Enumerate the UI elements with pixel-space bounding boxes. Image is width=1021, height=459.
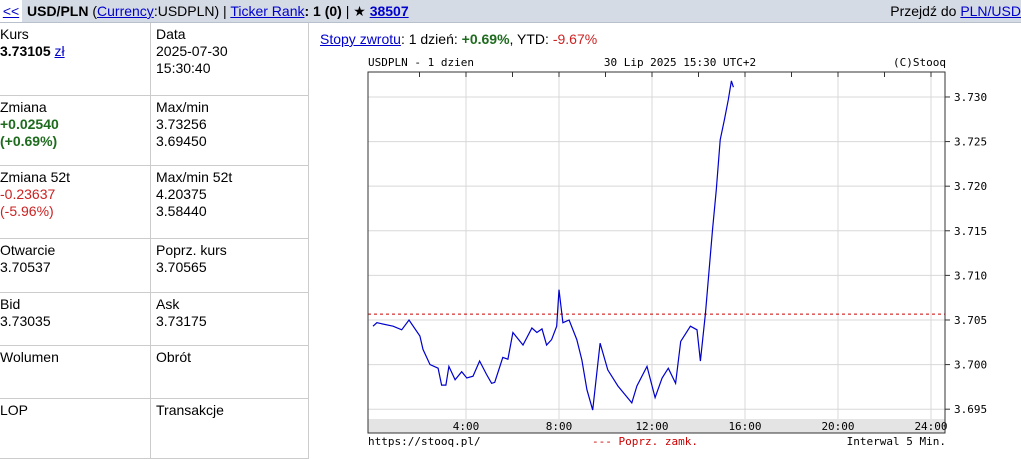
maxmin-label: Max/min	[156, 99, 209, 115]
change52-label: Zmiana 52t	[0, 169, 71, 185]
chart-title: USDPLN - 1 dzien	[368, 56, 474, 69]
returns-ytd-value: -9.67%	[552, 31, 598, 47]
star-icon: | ★	[341, 3, 370, 19]
x-tick-label: 24:00	[914, 420, 947, 433]
interval-label: Interwal 5 Min.	[847, 435, 946, 448]
ask-label: Ask	[156, 296, 180, 312]
y-tick-label: 3.695	[954, 403, 987, 416]
change-cell: Zmiana +0.02540 (+0.69%)	[0, 96, 151, 166]
change52-value: -0.23637	[0, 186, 56, 202]
y-tick-label: 3.705	[954, 314, 987, 327]
y-tick-label: 3.715	[954, 225, 987, 238]
change-pct: (+0.69%)	[0, 133, 58, 149]
turnover-cell: Obrót	[151, 346, 309, 399]
lop-label: LOP	[0, 402, 29, 418]
paren: (	[88, 3, 98, 19]
goto-pln-usd-link[interactable]: PLN/USD	[960, 3, 1021, 19]
x-tick-label: 12:00	[635, 420, 668, 433]
change52-cell: Zmiana 52t -0.23637 (-5.96%)	[0, 166, 151, 239]
kurs-value: 3.73105	[0, 43, 51, 59]
date-value: 2025-07-30	[156, 43, 228, 59]
volume-cell: Wolumen	[0, 346, 151, 399]
y-tick-label: 3.720	[954, 180, 987, 193]
max52-value: 4.20375	[156, 186, 207, 202]
kurs-cell: Kurs 3.73105 zł	[0, 23, 151, 96]
open-cell: Otwarcie 3.70537	[0, 239, 151, 293]
time-value: 15:30:40	[156, 60, 211, 76]
date-label: Data	[156, 26, 186, 42]
returns-ytd-label: , YTD:	[509, 31, 553, 47]
x-tick-label: 8:00	[546, 420, 573, 433]
maxmin52-cell: Max/min 52t 4.20375 3.58440	[151, 166, 309, 239]
y-tick-label: 3.700	[954, 359, 987, 372]
ticker-header-bar: << USD/PLN (Currency:USDPLN) | Ticker Ra…	[0, 0, 1021, 23]
returns-line: Stopy zwrotu: 1 dzień: +0.69%, YTD: -9.6…	[320, 31, 597, 47]
maxmin-cell: Max/min 3.73256 3.69450	[151, 96, 309, 166]
bid-value: 3.73035	[0, 313, 51, 329]
min-value: 3.69450	[156, 133, 207, 149]
returns-link[interactable]: Stopy zwrotu	[320, 31, 401, 47]
change-label: Zmiana	[0, 99, 47, 115]
prev-cell: Poprz. kurs 3.70565	[151, 239, 309, 293]
code: :USDPLN) |	[153, 3, 231, 19]
x-axis-band	[368, 419, 945, 433]
ticker-rank-link[interactable]: Ticker Rank	[230, 3, 305, 19]
change52-pct: (-5.96%)	[0, 203, 54, 219]
chart-copyright: (C)Stooq	[893, 56, 946, 69]
price-line	[372, 80, 734, 411]
ticker-title: USD/PLN (Currency:USDPLN) | Ticker Rank:…	[27, 0, 409, 22]
x-tick-label: 4:00	[453, 420, 480, 433]
bid-cell: Bid 3.73035	[0, 293, 151, 346]
back-link[interactable]: <<	[0, 0, 22, 22]
goto-inverse: Przejdź do PLN/USD	[890, 0, 1021, 22]
change-value: +0.02540	[0, 116, 59, 132]
open-label: Otwarcie	[0, 242, 56, 258]
goto-label: Przejdź do	[890, 3, 961, 19]
ask-value: 3.73175	[156, 313, 207, 329]
legend-prev-close: --- Poprz. zamk.	[592, 435, 698, 448]
kurs-label: Kurs	[0, 26, 29, 42]
max-value: 3.73256	[156, 116, 207, 132]
symbol: USD/PLN	[27, 3, 89, 19]
date-cell: Data 2025-07-30 15:30:40	[151, 23, 309, 96]
trades-label: Transakcje	[156, 402, 224, 418]
returns-day-value: +0.69%	[461, 31, 510, 47]
favorites-count-link[interactable]: 38507	[369, 3, 409, 19]
chart-datetime: 30 Lip 2025 15:30 UTC+2	[604, 56, 756, 69]
y-tick-label: 3.710	[954, 269, 987, 282]
x-tick-label: 16:00	[728, 420, 761, 433]
category-link[interactable]: Currency	[97, 3, 154, 19]
volume-label: Wolumen	[0, 349, 59, 365]
ask-cell: Ask 3.73175	[151, 293, 309, 346]
y-tick-label: 3.725	[954, 136, 987, 149]
open-value: 3.70537	[0, 259, 51, 275]
y-tick-label: 3.730	[954, 91, 987, 104]
prev-value: 3.70565	[156, 259, 207, 275]
currency-link[interactable]: zł	[54, 43, 65, 59]
maxmin52-label: Max/min 52t	[156, 169, 233, 185]
plot-frame	[367, 71, 946, 434]
min52-value: 3.58440	[156, 203, 207, 219]
footer-url: https://stooq.pl/	[368, 435, 481, 448]
prev-label: Poprz. kurs	[156, 242, 227, 258]
turnover-label: Obrót	[156, 349, 192, 365]
x-tick-label: 20:00	[821, 420, 854, 433]
returns-day-label: : 1 dzień:	[400, 31, 462, 47]
bid-label: Bid	[0, 296, 21, 312]
rank-value: : 1 (0)	[304, 3, 342, 19]
